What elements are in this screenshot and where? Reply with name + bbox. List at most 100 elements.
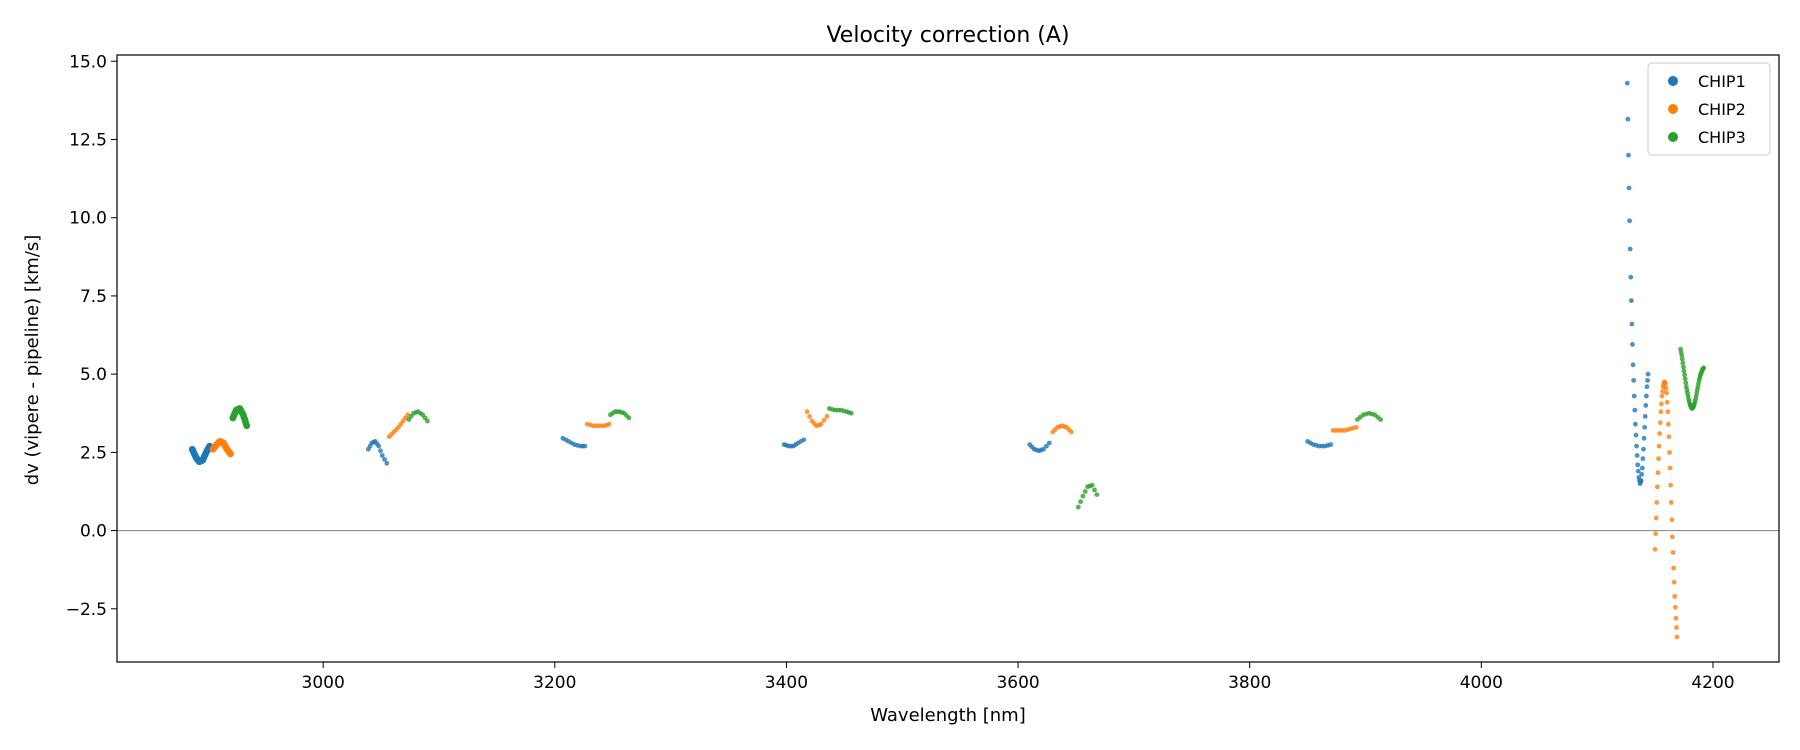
data-point xyxy=(1639,471,1645,477)
legend-marker-chip1 xyxy=(1668,76,1678,86)
x-tick-label: 3200 xyxy=(533,673,576,693)
data-point xyxy=(1670,534,1675,540)
data-point xyxy=(424,418,430,424)
y-tick-label: 12.5 xyxy=(69,130,107,150)
data-point xyxy=(1328,442,1334,447)
legend-marker-chip3 xyxy=(1668,132,1678,142)
x-axis-label: Wavelength [nm] xyxy=(870,705,1026,726)
data-point xyxy=(1068,429,1074,435)
data-point xyxy=(1627,246,1633,252)
data-point xyxy=(1653,515,1659,521)
data-point xyxy=(1679,352,1685,358)
y-tick-label: 15.0 xyxy=(69,52,107,72)
legend-marker-chip2 xyxy=(1668,104,1678,114)
data-point xyxy=(1642,424,1648,430)
data-point xyxy=(1635,468,1641,474)
data-point xyxy=(1378,417,1383,422)
legend: CHIP1 CHIP2 CHIP3 xyxy=(1647,62,1771,156)
data-point xyxy=(1641,435,1647,441)
y-axis-label: dv (vipere - pipeline) [km/s] xyxy=(22,235,43,486)
data-point xyxy=(1679,356,1685,362)
data-point xyxy=(379,453,385,458)
x-tick-label: 3400 xyxy=(765,673,808,693)
data-point xyxy=(1626,152,1631,158)
data-point xyxy=(1625,116,1631,122)
legend-label-chip1: CHIP1 xyxy=(1698,72,1746,91)
data-point xyxy=(1658,409,1664,415)
data-point xyxy=(1667,449,1672,455)
data-point xyxy=(1645,378,1650,383)
data-point xyxy=(804,409,810,415)
series-chip2 xyxy=(209,379,1680,640)
x-tick-label: 3800 xyxy=(1228,673,1271,693)
data-point xyxy=(1046,440,1052,446)
data-point xyxy=(1664,399,1670,405)
data-point xyxy=(1683,380,1689,386)
data-point xyxy=(1659,393,1665,399)
legend-label-chip3: CHIP3 xyxy=(1698,128,1746,147)
data-point xyxy=(582,443,588,449)
data-point xyxy=(1656,456,1661,462)
data-point xyxy=(1682,376,1688,382)
data-point xyxy=(1075,504,1081,510)
data-point xyxy=(818,421,824,427)
data-point xyxy=(1653,531,1659,537)
data-point xyxy=(1657,431,1663,436)
data-point xyxy=(1656,443,1662,449)
data-point xyxy=(1630,342,1635,347)
data-point xyxy=(378,448,383,454)
data-point xyxy=(243,422,251,430)
data-point xyxy=(1674,634,1680,640)
data-point xyxy=(1631,393,1637,399)
data-point xyxy=(1631,378,1637,383)
data-point xyxy=(821,417,827,423)
y-tick-label: 5.0 xyxy=(80,365,107,385)
data-point xyxy=(1634,443,1639,449)
data-point xyxy=(1628,274,1634,280)
data-point xyxy=(1645,371,1651,377)
data-point xyxy=(1655,470,1661,476)
data-point xyxy=(1044,443,1049,449)
data-point xyxy=(1632,407,1638,413)
data-point xyxy=(1624,80,1630,86)
data-point xyxy=(1671,579,1677,585)
data-point xyxy=(606,421,612,427)
x-tick-label: 3600 xyxy=(996,673,1039,693)
data-point xyxy=(1078,499,1084,505)
y-tick-label: 7.5 xyxy=(80,287,107,307)
data-point xyxy=(382,457,387,462)
data-point xyxy=(1668,482,1674,488)
data-point xyxy=(1659,401,1664,407)
data-point xyxy=(1670,550,1676,555)
data-point xyxy=(1635,462,1641,468)
data-point xyxy=(376,443,382,449)
data-point xyxy=(1666,434,1672,440)
data-point xyxy=(1660,388,1665,394)
data-point xyxy=(1682,372,1688,378)
x-tick-label: 3000 xyxy=(302,673,345,693)
data-point xyxy=(1089,482,1095,488)
data-point xyxy=(1669,517,1675,523)
data-point xyxy=(227,450,234,458)
data-point xyxy=(1642,413,1648,419)
data-point xyxy=(1652,546,1658,552)
data-point xyxy=(1657,420,1663,426)
data-point xyxy=(1630,362,1636,368)
data-point xyxy=(801,437,807,443)
data-point xyxy=(1664,390,1670,396)
data-point xyxy=(1092,487,1097,493)
data-point xyxy=(1633,432,1639,438)
data-point xyxy=(1672,604,1678,610)
data-point xyxy=(1668,500,1674,505)
data-point xyxy=(1632,421,1638,427)
data-point xyxy=(1353,424,1359,430)
data-point xyxy=(1663,385,1669,391)
data-point xyxy=(1641,446,1646,452)
data-point xyxy=(848,410,854,416)
data-point xyxy=(1627,218,1632,224)
data-point xyxy=(1644,384,1650,390)
x-tick-label: 4200 xyxy=(1691,673,1734,693)
y-tick-label: −2.5 xyxy=(66,600,107,620)
